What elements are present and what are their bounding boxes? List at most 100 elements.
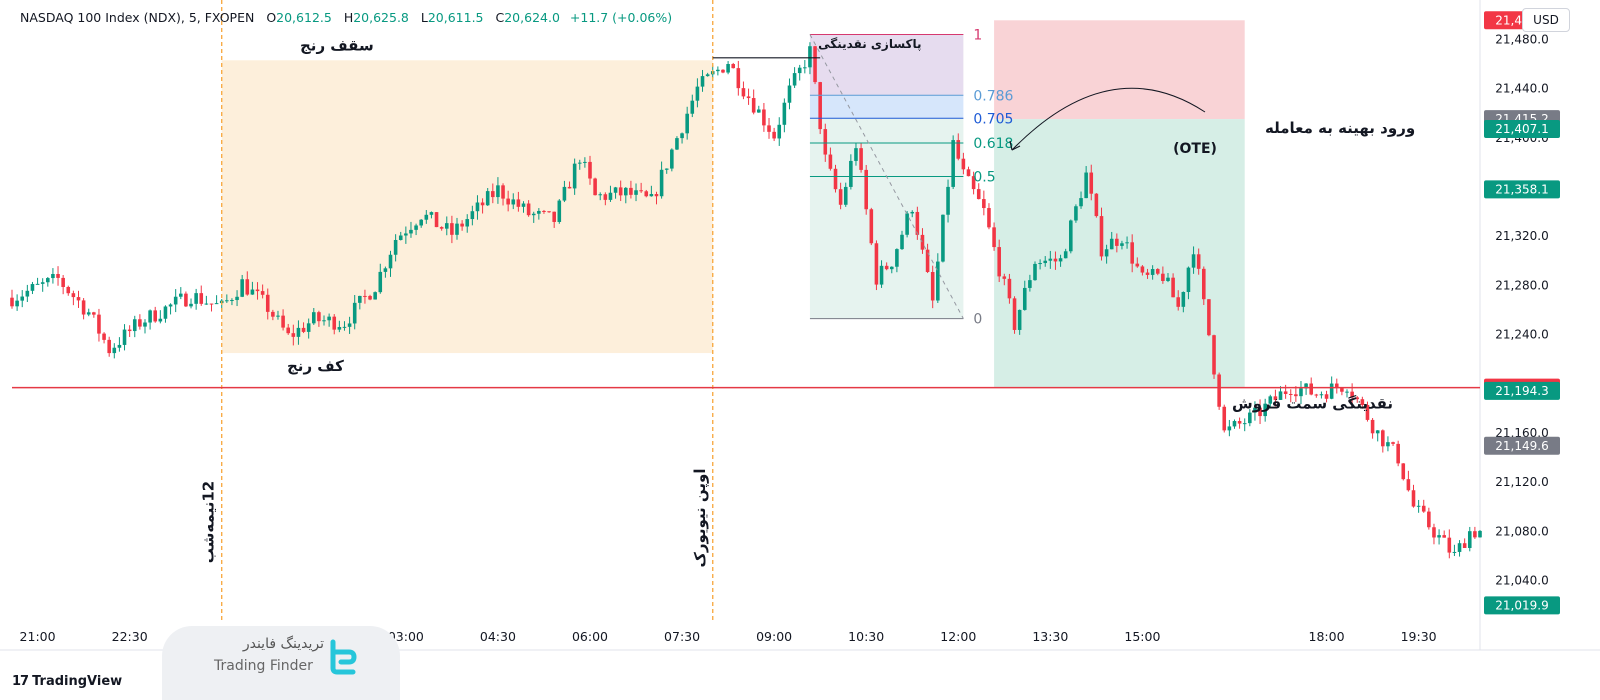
candle-body — [537, 210, 541, 214]
watermark-fa: تریدینگ فایندر — [242, 636, 324, 652]
candle — [56, 266, 60, 286]
candle-body — [1104, 249, 1109, 257]
candle-body — [849, 160, 853, 187]
candle — [700, 69, 705, 92]
session-line-label: اوپن نیویورک — [691, 468, 710, 567]
candle — [1048, 250, 1053, 269]
candle-body — [1135, 263, 1140, 267]
candle-body — [1391, 442, 1395, 444]
candle — [419, 219, 423, 228]
candle — [792, 67, 797, 88]
price-tag: 21,407.1 — [1484, 120, 1560, 139]
tradingview-logo[interactable]: 17 TradingView — [12, 674, 122, 689]
candle-body — [859, 148, 863, 170]
candle-body — [260, 291, 265, 295]
candle — [1166, 273, 1170, 283]
price-tick-label: 21,440.0 — [1495, 82, 1548, 96]
candle-body — [1130, 242, 1134, 264]
candle-body — [547, 211, 551, 213]
candle — [296, 320, 301, 345]
candle-body — [1099, 216, 1104, 257]
candle — [61, 275, 65, 295]
candle — [572, 158, 577, 195]
candle-body — [1406, 479, 1411, 491]
candle — [1268, 394, 1273, 408]
symbol-name[interactable]: NASDAQ 100 Index (NDX), 5, FXOPEN — [20, 10, 255, 25]
candle-body — [792, 73, 797, 86]
candle — [670, 148, 674, 172]
ote-arrow-head — [1009, 140, 1021, 151]
time-tick-label: 10:30 — [848, 629, 884, 644]
candle — [1442, 530, 1446, 538]
price-tick-label: 21,320.0 — [1495, 229, 1548, 243]
candle-body — [629, 187, 633, 195]
currency-button[interactable]: USD — [1522, 8, 1570, 32]
candle-body — [491, 191, 495, 198]
candle — [179, 287, 183, 300]
price-tag-label: 21,358.1 — [1495, 182, 1548, 196]
candle-body — [1048, 258, 1053, 261]
candle — [40, 278, 45, 292]
candle — [209, 303, 214, 312]
candle — [117, 337, 122, 352]
candle-body — [1432, 527, 1436, 538]
candle-body — [506, 198, 510, 205]
candle — [337, 320, 342, 333]
session-line-label: 12نیمه‌شب — [200, 481, 218, 563]
candle — [721, 69, 725, 74]
candle — [956, 133, 961, 161]
candle-body — [542, 210, 546, 212]
candle — [322, 315, 326, 326]
candle-body — [1467, 531, 1472, 548]
candle-body — [649, 194, 654, 197]
candle — [946, 179, 950, 223]
liquidity-sweep-label: پاکسازی نقدینگی — [818, 37, 921, 51]
candle-body — [572, 163, 577, 189]
candle — [705, 72, 710, 77]
candle-body — [1012, 298, 1017, 330]
fib-trend-line — [809, 34, 964, 319]
candle — [537, 208, 541, 220]
candle-body — [767, 125, 771, 132]
candle — [311, 308, 316, 325]
candle — [772, 127, 776, 142]
candle-body — [470, 211, 475, 220]
candle-body — [910, 211, 915, 214]
candle-body — [322, 320, 326, 322]
candle-body — [900, 234, 904, 250]
price-tag: 21,149.6 — [1484, 436, 1560, 455]
candle — [900, 230, 904, 250]
candle — [460, 220, 464, 231]
candle — [936, 253, 940, 303]
candle-body — [1079, 198, 1083, 207]
time-tick-label: 12:00 — [940, 629, 976, 644]
price-tick-label: 21,160.0 — [1495, 426, 1548, 440]
candle — [925, 243, 930, 274]
candle — [1028, 274, 1032, 292]
candle — [122, 324, 127, 351]
candle — [97, 308, 101, 342]
candle — [1202, 266, 1206, 306]
candle — [818, 81, 822, 135]
candle-body — [864, 169, 868, 210]
candle-body — [296, 327, 301, 337]
candle — [1467, 526, 1472, 552]
candle — [1345, 389, 1349, 398]
candle — [1212, 334, 1216, 379]
candle-body — [1457, 543, 1462, 552]
candle — [491, 183, 495, 204]
candle — [424, 210, 429, 224]
candle-body — [1212, 335, 1216, 375]
candle — [1150, 265, 1155, 280]
candle-body — [982, 199, 986, 209]
candle-body — [327, 316, 331, 321]
candle-body — [1171, 277, 1175, 298]
candle — [368, 294, 372, 301]
candle — [1043, 256, 1048, 267]
candle-body — [112, 347, 117, 354]
candle-body — [1109, 238, 1114, 250]
candle — [531, 211, 536, 223]
close-label: C — [495, 10, 505, 25]
change-value: +11.7 (+0.06%) — [569, 10, 673, 25]
